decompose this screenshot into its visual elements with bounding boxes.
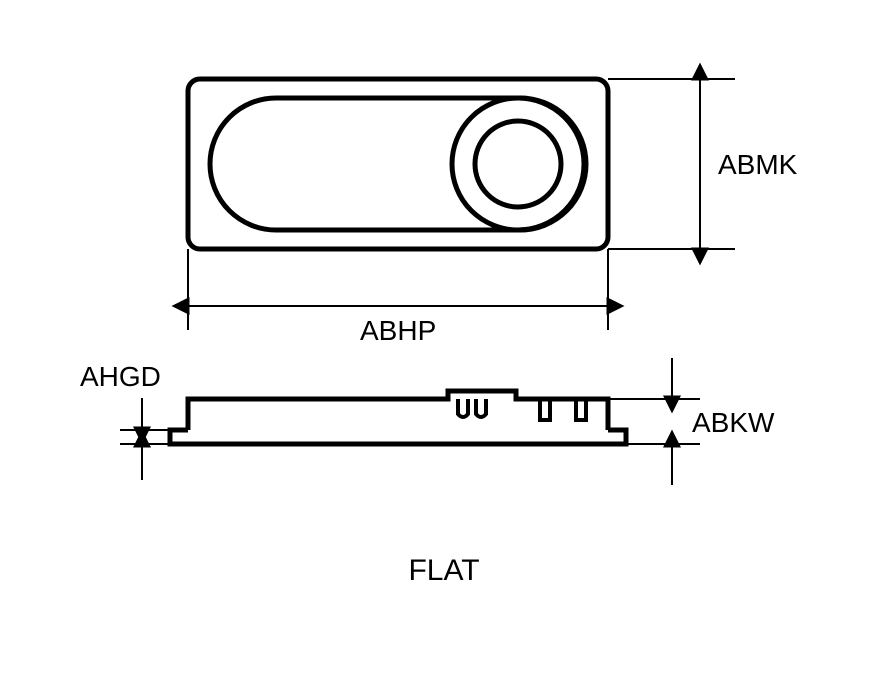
- pill-shape: [210, 98, 586, 230]
- dimension-abmk: ABMK: [608, 79, 798, 249]
- dimension-ahgd: AHGD: [80, 361, 170, 480]
- top-view: [188, 79, 608, 249]
- dimension-abhp: ABHP: [188, 249, 608, 346]
- side-body: [188, 391, 608, 430]
- label-abmk: ABMK: [718, 149, 798, 180]
- label-ahgd: AHGD: [80, 361, 161, 392]
- slot-2: [476, 399, 486, 417]
- slot-3: [540, 399, 550, 420]
- side-view: [170, 391, 626, 444]
- slot-1: [458, 399, 468, 417]
- diagram-title: FLAT: [408, 554, 479, 587]
- label-abkw: ABKW: [692, 407, 775, 438]
- inner-circle: [475, 121, 561, 207]
- side-flange: [170, 430, 626, 444]
- label-abhp: ABHP: [360, 315, 436, 346]
- slot-4: [576, 399, 586, 420]
- outer-circle: [452, 98, 584, 230]
- dimension-abkw: ABKW: [608, 358, 775, 485]
